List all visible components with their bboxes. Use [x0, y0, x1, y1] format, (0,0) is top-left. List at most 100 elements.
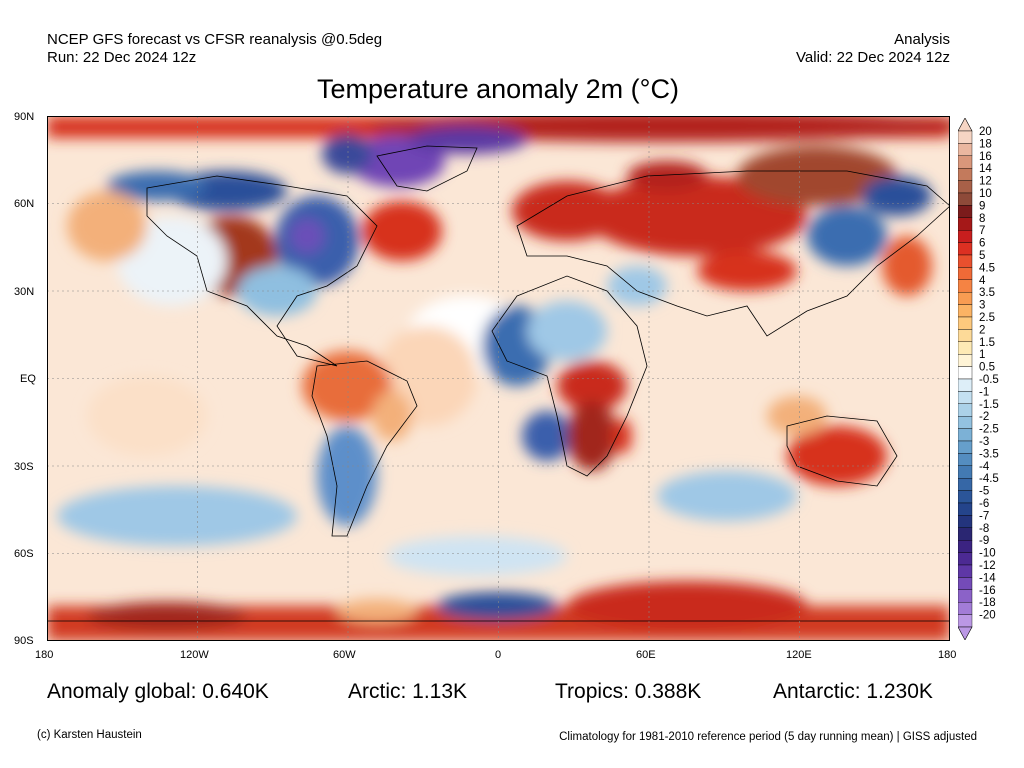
lon-label-120w: 120W — [180, 649, 209, 661]
colorbar-label: -3.5 — [979, 448, 999, 460]
colorbar-swatch — [958, 403, 973, 417]
anomaly-arctic: Arctic: 1.13K — [348, 680, 468, 703]
colorbar: 201816141210987654.543.532.521.510.5-0.5… — [958, 118, 999, 640]
colorbar-label: -10 — [979, 548, 996, 560]
colorbar-swatch — [958, 155, 973, 169]
colorbar-swatch — [958, 478, 973, 491]
colorbar-label: 1.5 — [979, 337, 995, 349]
anomaly-tropics: Tropics: 0.388K — [555, 680, 702, 703]
climatology-note: Climatology for 1981-2010 reference peri… — [559, 731, 977, 743]
colorbar-swatch — [958, 490, 973, 504]
colorbar-label: 14 — [979, 163, 992, 175]
colorbar-swatch — [958, 143, 973, 156]
colorbar-label: 20 — [979, 126, 992, 138]
colorbar-swatch — [958, 341, 973, 355]
colorbar-label: -14 — [979, 572, 996, 584]
colorbar-label: -4 — [979, 461, 990, 473]
colorbar-label: -18 — [979, 597, 996, 609]
colorbar-swatch — [958, 416, 973, 429]
colorbar-label: 12 — [979, 176, 992, 188]
colorbar-swatch — [958, 564, 973, 578]
anomaly-global: Anomaly global: 0.640K — [47, 680, 269, 703]
colorbar-swatch — [958, 353, 973, 367]
map-title: Temperature anomaly 2m (°C) — [317, 74, 679, 104]
colorbar-label: -8 — [979, 523, 989, 535]
colorbar-label: 16 — [979, 151, 992, 163]
colorbar-label: 2.5 — [979, 312, 995, 324]
colorbar-swatch — [958, 577, 973, 590]
colorbar-swatch — [958, 540, 973, 553]
lon-label-180w: 180 — [35, 649, 54, 661]
colorbar-min-arrow — [958, 626, 973, 640]
colorbar-label: -5 — [979, 486, 989, 498]
colorbar-swatch — [958, 304, 973, 318]
colorbar-swatch — [958, 465, 973, 479]
colorbar-label: 6 — [979, 238, 985, 250]
colorbar-swatch — [958, 552, 973, 566]
colorbar-swatch — [958, 254, 973, 268]
lat-label-eq: EQ — [20, 373, 36, 385]
run-time: Run: 22 Dec 2024 12z — [47, 49, 197, 66]
colorbar-label: 4 — [979, 275, 986, 287]
colorbar-label: 7 — [979, 225, 985, 237]
colorbar-swatch — [958, 217, 973, 231]
lat-label-60n: 60N — [14, 198, 35, 210]
colorbar-label: -7 — [979, 510, 989, 522]
temperature-anomaly-map — [47, 116, 950, 641]
colorbar-swatch — [958, 589, 973, 603]
colorbar-label: -12 — [979, 560, 996, 572]
colorbar-swatch — [958, 242, 973, 256]
lon-label-0: 0 — [495, 649, 502, 661]
colorbar-label: -6 — [979, 498, 989, 510]
colorbar-swatch — [958, 180, 973, 194]
colorbar-label: 3.5 — [979, 287, 995, 299]
model-description: NCEP GFS forecast vs CFSR reanalysis @0.… — [47, 31, 383, 48]
colorbar-swatch — [958, 316, 973, 330]
anomaly-field — [47, 116, 950, 641]
colorbar-label: 4.5 — [979, 262, 995, 274]
lat-label-30s: 30S — [14, 461, 34, 473]
colorbar-swatch — [958, 515, 973, 528]
colorbar-label: -1 — [979, 386, 989, 398]
colorbar-swatch — [958, 279, 973, 293]
colorbar-swatch — [958, 130, 973, 144]
lat-label-30n: 30N — [14, 286, 35, 298]
colorbar-max-arrow — [958, 118, 973, 132]
colorbar-swatch — [958, 453, 973, 466]
lon-label-60e: 60E — [636, 649, 656, 661]
colorbar-label: 5 — [979, 250, 985, 262]
colorbar-label: 3 — [979, 300, 985, 312]
colorbar-swatch — [958, 267, 973, 280]
graticule — [47, 116, 950, 641]
lon-label-180e: 180 — [938, 649, 957, 661]
colorbar-label: 2 — [979, 324, 985, 336]
colorbar-swatch — [958, 440, 973, 454]
lat-label-90n: 90N — [14, 111, 35, 123]
colorbar-swatch — [958, 205, 973, 219]
colorbar-label: -2 — [979, 411, 989, 423]
product-type: Analysis — [894, 31, 950, 48]
colorbar-label: -16 — [979, 585, 996, 597]
colorbar-label: 18 — [979, 138, 992, 150]
colorbar-swatch — [958, 366, 973, 380]
colorbar-swatch — [958, 602, 973, 615]
lat-label-90s: 90S — [14, 635, 34, 647]
colorbar-label: -0.5 — [979, 374, 999, 386]
colorbar-swatch — [958, 527, 973, 541]
colorbar-label: -4.5 — [979, 473, 999, 485]
copyright: (c) Karsten Haustein — [37, 729, 142, 741]
anomaly-antarctic: Antarctic: 1.230K — [773, 680, 933, 703]
colorbar-swatch — [958, 428, 973, 442]
lon-label-60w: 60W — [333, 649, 356, 661]
colorbar-swatch — [958, 614, 973, 628]
lat-label-60s: 60S — [14, 548, 34, 560]
colorbar-swatch — [958, 329, 973, 342]
colorbar-label: 9 — [979, 200, 985, 212]
colorbar-label: 10 — [979, 188, 992, 200]
colorbar-swatch — [958, 391, 973, 404]
colorbar-swatch — [958, 291, 973, 305]
colorbar-swatch — [958, 192, 973, 206]
colorbar-swatch — [958, 378, 973, 392]
colorbar-label: -3 — [979, 436, 989, 448]
colorbar-swatch — [958, 502, 973, 516]
